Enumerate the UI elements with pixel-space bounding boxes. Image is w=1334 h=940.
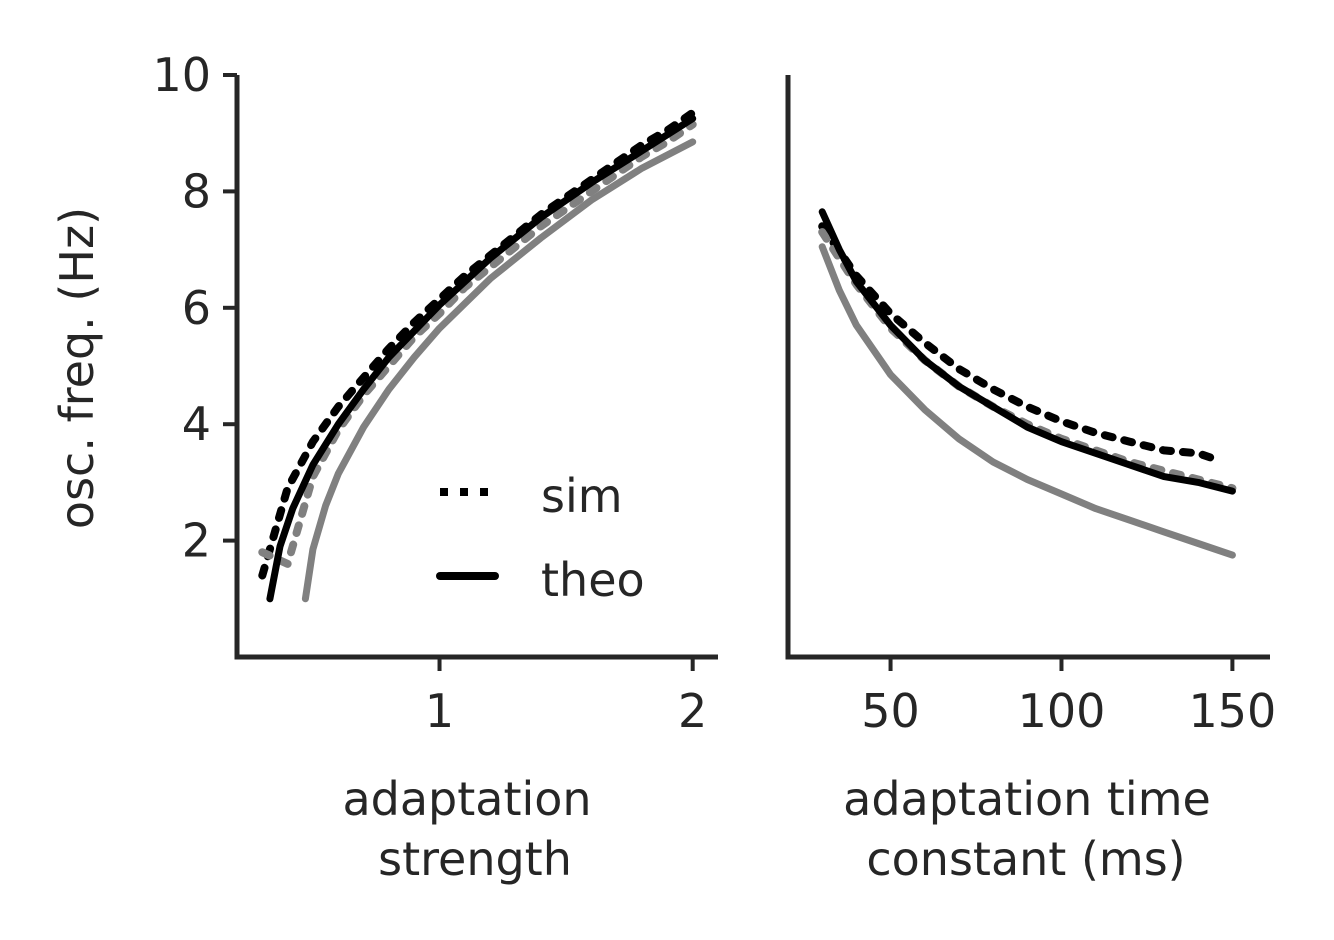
- right-x-tick-label-100: 100: [1018, 684, 1106, 738]
- left-y-tick-label-10: 10: [152, 48, 211, 102]
- right-ticks: 50 100 150: [861, 657, 1276, 738]
- left-x-tick-label-1: 1: [425, 684, 454, 738]
- right-x-axis-label-line2: constant (ms): [866, 832, 1185, 886]
- legend-sim-label: sim: [541, 469, 623, 523]
- left-ticks: 1 2 2 4 6 8 10: [152, 48, 707, 738]
- right-series-0-sim-line: [818, 222, 1220, 464]
- left-x-axis-label-line1: adaptation: [342, 772, 591, 826]
- right-series-2-solid-line: [818, 243, 1236, 559]
- legend: sim theo: [436, 469, 645, 607]
- right-plot-area: [818, 208, 1237, 559]
- left-x-axis-label-line2: strength: [378, 832, 572, 886]
- right-x-tick-label-150: 150: [1188, 684, 1276, 738]
- left-y-axis-label: osc. freq. (Hz): [50, 207, 104, 529]
- right-panel: 50 100 150 adaptation time constant (ms): [785, 75, 1276, 886]
- left-y-tick-label-8: 8: [182, 164, 211, 218]
- left-series-1-dotted-line: [258, 120, 697, 568]
- left-x-tick-label-2: 2: [678, 684, 707, 738]
- left-series-2-theo-line: [266, 115, 697, 603]
- left-panel: 1 2 2 4 6 8 10 osc. freq. (Hz) adaptation stre…: [50, 48, 718, 886]
- left-y-tick-label-4: 4: [182, 397, 211, 451]
- legend-theo-label: theo: [541, 553, 645, 607]
- left-y-tick-label-6: 6: [182, 281, 211, 335]
- right-x-axis-label-line1: adaptation time: [843, 772, 1211, 826]
- right-x-tick-label-50: 50: [861, 684, 920, 738]
- left-series-3-solid-line: [301, 138, 697, 603]
- left-axes: [234, 75, 718, 660]
- right-series-3-solid-line: [818, 208, 1236, 495]
- right-axes: [785, 75, 1270, 660]
- left-plot-area: [258, 108, 697, 603]
- left-y-tick-label-2: 2: [182, 514, 211, 568]
